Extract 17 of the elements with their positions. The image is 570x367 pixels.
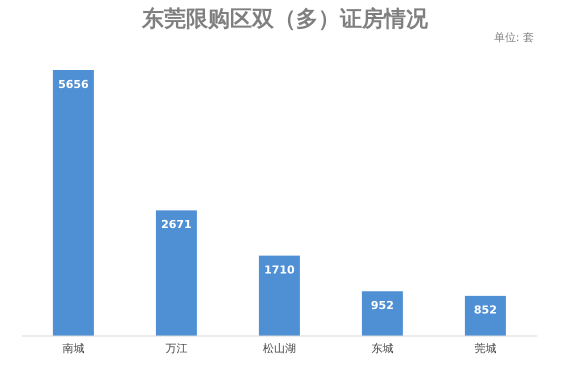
data-label: 2671 [161, 218, 192, 232]
bar [52, 70, 94, 336]
bar [362, 291, 403, 336]
data-label: 952 [370, 299, 394, 312]
chart-title: 东莞限购区双（多）证房情况 [142, 7, 428, 32]
x-tick-label: 松山湖 [263, 342, 296, 355]
x-tick-label: 南城 [62, 342, 84, 355]
text: 单位: 套 [494, 30, 534, 45]
data-label: 1710 [264, 263, 296, 276]
bar [156, 210, 197, 336]
x-tick-label: 莞城 [474, 342, 496, 355]
bar [464, 296, 506, 336]
data-label: 5656 [58, 78, 90, 91]
bar [258, 256, 300, 336]
x-tick-label: 东城 [372, 342, 394, 355]
data-label: 852 [474, 304, 497, 317]
x-tick-label: 万江 [166, 342, 188, 355]
